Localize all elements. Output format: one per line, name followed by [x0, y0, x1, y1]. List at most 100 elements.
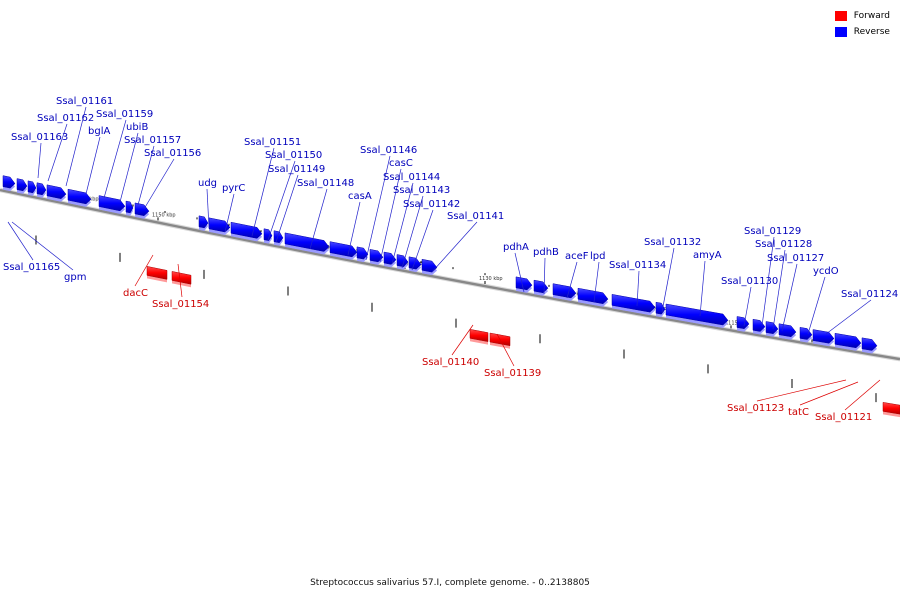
gene-label-Ssal_01129[interactable]: Ssal_01129: [744, 226, 801, 237]
gene-label-gpm[interactable]: gpm: [64, 272, 86, 283]
gene-label-ycdO[interactable]: ycdO: [813, 266, 839, 277]
gene-label-pdhB[interactable]: pdhB: [533, 247, 559, 258]
gene-bglA[interactable]: [36, 182, 47, 198]
gene-label-Ssal_01156[interactable]: Ssal_01156: [144, 148, 201, 159]
gene-Ssal_01124[interactable]: [861, 337, 878, 354]
gene-pdhB[interactable]: [533, 279, 549, 296]
gene-aceF[interactable]: [552, 283, 577, 301]
gene-ycdO[interactable]: [799, 327, 813, 343]
gene-Ssal_01146[interactable]: [356, 246, 369, 263]
gene-Ssal_01129[interactable]: [752, 318, 766, 335]
gene-udg[interactable]: [198, 215, 209, 231]
gene-lpd[interactable]: [577, 287, 609, 307]
gene-label-pyrC[interactable]: pyrC: [222, 183, 245, 194]
gene-body: [834, 332, 862, 349]
gene-Ssal_01151[interactable]: [230, 221, 263, 242]
gene-Ssal_01132[interactable]: [655, 301, 666, 318]
legend-item-reverse: Reverse: [834, 25, 890, 39]
forward-swatch-icon: [834, 11, 847, 21]
gene-label-casA[interactable]: casA: [348, 191, 372, 202]
gene-label-Ssal_01128[interactable]: Ssal_01128: [755, 239, 812, 250]
gene-Ssal_01143[interactable]: [396, 254, 409, 270]
gene-label-lpd[interactable]: lpd: [590, 251, 605, 262]
gene-label-Ssal_01132[interactable]: Ssal_01132: [644, 237, 701, 248]
gene-label-Ssal_01142[interactable]: Ssal_01142: [403, 199, 460, 210]
gene-label-Ssal_01124[interactable]: Ssal_01124: [841, 289, 898, 300]
gene-Ssal_01154[interactable]: [171, 271, 192, 288]
gene-label-leader: [496, 333, 515, 367]
gene-label-Ssal_01134[interactable]: Ssal_01134: [609, 260, 666, 271]
gene-label-Ssal_01162[interactable]: Ssal_01162: [37, 113, 94, 124]
gene-Ssal_01162[interactable]: [16, 178, 28, 194]
gene-body: [27, 180, 37, 194]
gene-body: [577, 287, 609, 304]
gene-pyrC[interactable]: [208, 217, 231, 236]
gene-label-leader: [309, 188, 328, 250]
gene-Ssal_01148[interactable]: [284, 232, 330, 255]
gene-Ssal_01142[interactable]: [408, 256, 422, 273]
gene-Ssal_01140[interactable]: [469, 328, 489, 345]
gene-label-Ssal_01143[interactable]: Ssal_01143: [393, 185, 450, 196]
gene-label-Ssal_01161[interactable]: Ssal_01161: [56, 96, 113, 107]
gene-label-leader: [661, 247, 675, 313]
gene-Ssal_01149[interactable]: [273, 230, 284, 246]
gene-dacC[interactable]: [146, 266, 168, 283]
gene-label-Ssal_01141[interactable]: Ssal_01141: [447, 211, 504, 222]
gene-label-casC[interactable]: casC: [389, 158, 413, 169]
gene-Ssal_01127[interactable]: [778, 323, 797, 340]
gene-label-ubiB[interactable]: ubiB: [126, 122, 148, 133]
gene-label-Ssal_01165[interactable]: Ssal_01165: [3, 262, 60, 273]
gene-Ssal_01130[interactable]: [736, 316, 750, 332]
gene-label-bglA[interactable]: bglA: [88, 126, 110, 137]
gene-label-leader: [103, 119, 127, 199]
gene-label-Ssal_01150[interactable]: Ssal_01150: [265, 150, 322, 161]
gene-label-leader: [756, 379, 847, 402]
gene-Ssal_01124[interactable]: [834, 332, 862, 351]
gene-label-Ssal_01123[interactable]: Ssal_01123: [727, 403, 784, 414]
gene-label-Ssal_01127[interactable]: Ssal_01127: [767, 253, 824, 264]
gene-label-dacC[interactable]: dacC: [123, 288, 148, 299]
gene-label-Ssal_01148[interactable]: Ssal_01148: [297, 178, 354, 189]
gene-label-leader: [119, 132, 139, 203]
gene-label-amyA[interactable]: amyA: [693, 250, 722, 261]
gene-Ssal_01157[interactable]: [98, 195, 126, 214]
gene-Ssal_01134[interactable]: [611, 294, 656, 316]
gene-label-Ssal_01154[interactable]: Ssal_01154: [152, 299, 209, 310]
gene-label-Ssal_01163[interactable]: Ssal_01163: [11, 132, 68, 143]
gene-label-leader: [543, 257, 546, 295]
gene-label-aceF[interactable]: aceF: [565, 251, 589, 262]
gene-label-Ssal_01157[interactable]: Ssal_01157: [124, 135, 181, 146]
gene-Ssal_01163[interactable]: [2, 175, 16, 192]
gene-ubiB[interactable]: [67, 188, 92, 207]
gene-Ssal_01123[interactable]: [882, 402, 900, 418]
gene-Ssal_01141[interactable]: [421, 258, 438, 276]
gene-label-Ssal_01151[interactable]: Ssal_01151: [244, 137, 301, 148]
gene-Ssal_01159[interactable]: [46, 184, 67, 202]
gene-label-tatC[interactable]: tatC: [788, 407, 809, 418]
gene-label-Ssal_01130[interactable]: Ssal_01130: [721, 276, 778, 287]
gene-Ssal_01150[interactable]: [263, 228, 273, 244]
gene-label-Ssal_01139[interactable]: Ssal_01139: [484, 368, 541, 379]
gene-Ssal_01124[interactable]: [812, 329, 835, 347]
gene-label-Ssal_01121[interactable]: Ssal_01121: [815, 412, 872, 423]
gene-body: [273, 230, 284, 244]
gene-Ssal_01128[interactable]: [765, 321, 779, 337]
gene-label-pdhA[interactable]: pdhA: [503, 242, 529, 253]
gene-label-udg[interactable]: udg: [198, 178, 217, 189]
gene-body: [812, 329, 835, 344]
gene-body: [125, 200, 134, 214]
gene-Ssal_01139[interactable]: [489, 332, 511, 349]
gene-label-leader: [11, 221, 74, 271]
gene-Ssal_01156[interactable]: [125, 200, 134, 216]
gene-label-Ssal_01159[interactable]: Ssal_01159: [96, 109, 153, 120]
gene-pdhA[interactable]: [515, 276, 533, 293]
gene-label-Ssal_01149[interactable]: Ssal_01149: [268, 164, 325, 175]
gene-casA[interactable]: [329, 241, 358, 260]
gene-label-Ssal_01146[interactable]: Ssal_01146: [360, 145, 417, 156]
gene-Ssal_01156[interactable]: [134, 202, 150, 219]
gene-label-Ssal_01140[interactable]: Ssal_01140: [422, 357, 479, 368]
gene-Ssal_01132[interactable]: [665, 303, 729, 329]
gene-label-Ssal_01144[interactable]: Ssal_01144: [383, 172, 440, 183]
gene-Ssal_01161[interactable]: [27, 180, 37, 196]
gene-body: [752, 318, 766, 332]
